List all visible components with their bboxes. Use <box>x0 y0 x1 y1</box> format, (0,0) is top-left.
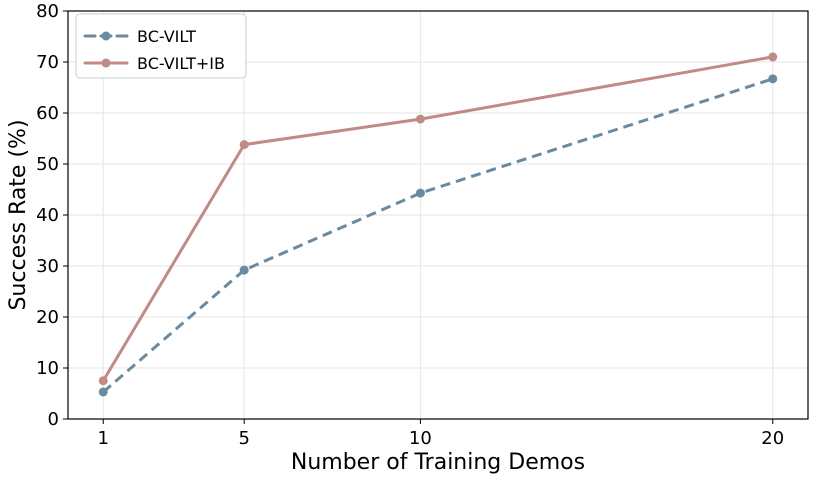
legend-label-bc-vilt-ib: BC-VILT+IB <box>137 54 225 73</box>
y-tick-label: 50 <box>36 154 59 175</box>
x-axis-title: Number of Training Demos <box>291 450 585 475</box>
data-point-bc-vilt <box>415 188 425 198</box>
data-point-bc-vilt-ib <box>98 376 108 386</box>
y-tick-label: 60 <box>36 103 59 124</box>
y-tick-label: 0 <box>48 409 59 430</box>
series-line-bc-vilt-ib <box>101 55 774 382</box>
data-point-bc-vilt-ib <box>415 114 425 124</box>
plot-area-frame <box>67 10 809 420</box>
y-tick-label: 70 <box>36 52 59 73</box>
x-tick-label: 5 <box>238 428 249 449</box>
data-point-bc-vilt <box>98 387 108 397</box>
legend: BC-VILT BC-VILT+IB <box>75 13 247 79</box>
data-point-bc-vilt <box>768 74 778 84</box>
data-point-bc-vilt-ib <box>239 140 249 150</box>
series-line-bc-vilt <box>102 77 774 394</box>
x-tick-label: 20 <box>761 428 784 449</box>
x-tick-label: 1 <box>98 428 109 449</box>
x-axis-ticks: 1 5 10 20 <box>98 419 784 449</box>
data-point-bc-vilt <box>239 265 249 275</box>
y-tick-label: 20 <box>36 307 59 328</box>
legend-marker-bc-vilt-ib <box>101 58 111 68</box>
y-tick-label: 40 <box>36 205 59 226</box>
y-tick-label: 30 <box>36 256 59 277</box>
x-tick-label: 10 <box>409 428 432 449</box>
series-layer <box>98 52 778 397</box>
y-axis-title: Success Rate (%) <box>6 119 31 310</box>
y-tick-label: 80 <box>36 1 59 22</box>
data-point-bc-vilt-ib <box>768 52 778 62</box>
legend-marker-bc-vilt <box>101 31 111 41</box>
legend-label-bc-vilt: BC-VILT <box>137 27 196 46</box>
y-tick-label: 10 <box>36 358 59 379</box>
y-axis-ticks: 0 10 20 30 40 50 60 70 80 <box>36 1 68 430</box>
